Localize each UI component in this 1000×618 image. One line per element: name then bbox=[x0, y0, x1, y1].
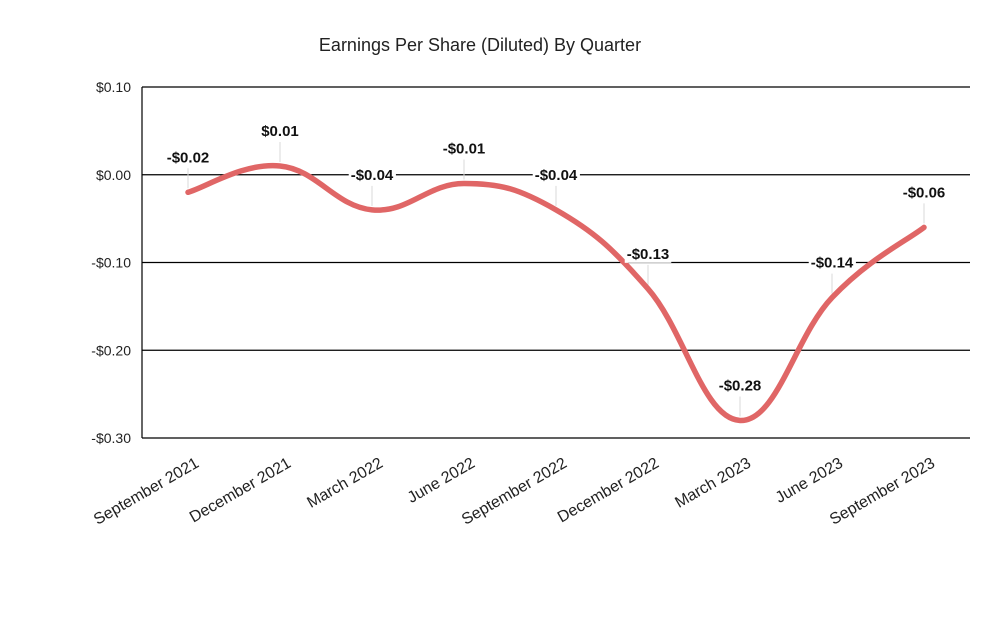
y-tick-label: $0.10 bbox=[96, 79, 131, 95]
y-tick-labels: $0.10 $0.00 -$0.10 -$0.20 -$0.30 bbox=[91, 79, 131, 446]
data-label-bg bbox=[348, 166, 396, 184]
data-label-bg bbox=[259, 122, 301, 140]
label-leaders bbox=[187, 141, 925, 417]
series-line bbox=[185, 162, 927, 424]
gridlines bbox=[142, 86, 970, 439]
x-tick-label: September 2021 bbox=[91, 455, 202, 529]
data-label-bg bbox=[716, 377, 764, 395]
data-label-bg bbox=[440, 140, 488, 158]
y-tick-label: -$0.20 bbox=[91, 342, 131, 358]
x-tick-label: December 2022 bbox=[555, 455, 662, 527]
chart-title: Earnings Per Share (Diluted) By Quarter bbox=[319, 35, 641, 55]
x-tick-label: March 2023 bbox=[672, 455, 754, 512]
data-label-bg bbox=[164, 149, 212, 167]
data-label-bg bbox=[624, 245, 672, 263]
x-tick-label: March 2022 bbox=[304, 455, 386, 512]
data-labels: -$0.02 $0.01 -$0.04 -$0.01 -$0.04 -$0.13 -$0.2… bbox=[164, 122, 948, 395]
y-tick-label: -$0.10 bbox=[91, 255, 131, 271]
data-label-bg bbox=[900, 184, 948, 202]
data-label: $0.01 bbox=[261, 123, 299, 140]
x-tick-label: June 2023 bbox=[773, 455, 846, 507]
data-label: -$0.01 bbox=[443, 141, 486, 158]
data-label: -$0.04 bbox=[351, 167, 394, 184]
x-tick-label: December 2021 bbox=[187, 455, 294, 527]
x-tick-label: June 2022 bbox=[405, 455, 478, 507]
data-label-bg bbox=[532, 166, 580, 184]
data-label-bg bbox=[808, 254, 856, 272]
data-label: -$0.28 bbox=[719, 377, 762, 394]
y-tick-label: -$0.30 bbox=[91, 430, 131, 446]
data-label: -$0.14 bbox=[811, 255, 854, 272]
data-label: -$0.06 bbox=[903, 184, 946, 201]
series-lines bbox=[185, 162, 927, 424]
data-label: -$0.04 bbox=[535, 167, 578, 184]
data-label: -$0.02 bbox=[167, 149, 210, 166]
y-tick-label: $0.00 bbox=[96, 167, 131, 183]
data-label: -$0.13 bbox=[627, 246, 670, 263]
